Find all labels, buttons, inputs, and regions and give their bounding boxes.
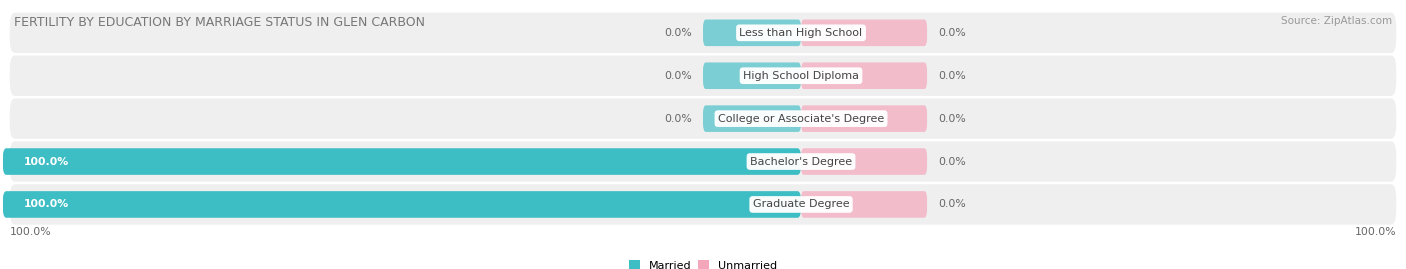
Text: 100.0%: 100.0% [24,199,69,210]
Text: 100.0%: 100.0% [1354,227,1396,237]
FancyBboxPatch shape [703,105,801,132]
Text: 0.0%: 0.0% [664,71,692,81]
Text: Graduate Degree: Graduate Degree [752,199,849,210]
Text: 100.0%: 100.0% [10,227,52,237]
FancyBboxPatch shape [10,56,1396,96]
Text: High School Diploma: High School Diploma [742,71,859,81]
Text: 0.0%: 0.0% [664,28,692,38]
Text: Less than High School: Less than High School [740,28,863,38]
FancyBboxPatch shape [10,141,1396,182]
FancyBboxPatch shape [801,148,927,175]
Text: 0.0%: 0.0% [938,114,966,124]
FancyBboxPatch shape [703,20,801,46]
FancyBboxPatch shape [3,148,801,175]
Text: 0.0%: 0.0% [664,114,692,124]
Text: 0.0%: 0.0% [938,157,966,167]
FancyBboxPatch shape [801,62,927,89]
FancyBboxPatch shape [801,191,927,218]
Text: 0.0%: 0.0% [938,28,966,38]
Text: Bachelor's Degree: Bachelor's Degree [749,157,852,167]
FancyBboxPatch shape [801,105,927,132]
FancyBboxPatch shape [3,191,801,218]
Text: 0.0%: 0.0% [938,71,966,81]
FancyBboxPatch shape [703,62,801,89]
FancyBboxPatch shape [801,20,927,46]
FancyBboxPatch shape [10,184,1396,225]
Text: College or Associate's Degree: College or Associate's Degree [718,114,884,124]
Text: Source: ZipAtlas.com: Source: ZipAtlas.com [1281,16,1392,26]
Legend: Married, Unmarried: Married, Unmarried [628,260,778,269]
FancyBboxPatch shape [10,13,1396,53]
Text: FERTILITY BY EDUCATION BY MARRIAGE STATUS IN GLEN CARBON: FERTILITY BY EDUCATION BY MARRIAGE STATU… [14,16,425,29]
Text: 100.0%: 100.0% [24,157,69,167]
FancyBboxPatch shape [10,98,1396,139]
Text: 0.0%: 0.0% [938,199,966,210]
